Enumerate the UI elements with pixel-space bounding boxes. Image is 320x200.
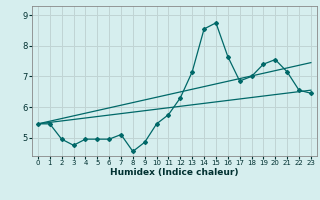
X-axis label: Humidex (Indice chaleur): Humidex (Indice chaleur): [110, 168, 239, 177]
